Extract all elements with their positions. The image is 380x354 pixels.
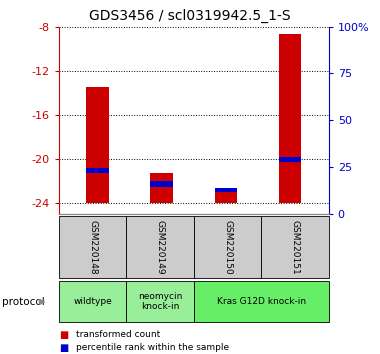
Text: GSM220148: GSM220148	[88, 219, 97, 274]
Bar	[150, 181, 173, 187]
Bar	[86, 168, 109, 173]
Text: ■: ■	[59, 330, 68, 339]
Text: percentile rank within the sample: percentile rank within the sample	[76, 343, 229, 352]
Text: transformed count: transformed count	[76, 330, 160, 339]
Bar	[150, 173, 173, 203]
Text: ■: ■	[59, 343, 68, 353]
Text: protocol: protocol	[2, 297, 45, 307]
Bar	[215, 188, 237, 192]
Text: GSM220151: GSM220151	[290, 219, 299, 274]
Text: GSM220150: GSM220150	[223, 219, 232, 274]
Bar	[279, 157, 301, 162]
Text: GSM220149: GSM220149	[155, 219, 165, 274]
Text: Kras G12D knock-in: Kras G12D knock-in	[217, 297, 306, 306]
Text: GDS3456 / scl0319942.5_1-S: GDS3456 / scl0319942.5_1-S	[89, 9, 291, 23]
Text: neomycin
knock-in: neomycin knock-in	[138, 292, 182, 312]
Bar	[279, 34, 301, 203]
Text: wildtype: wildtype	[73, 297, 112, 306]
Bar	[215, 190, 237, 203]
Bar	[86, 87, 109, 203]
